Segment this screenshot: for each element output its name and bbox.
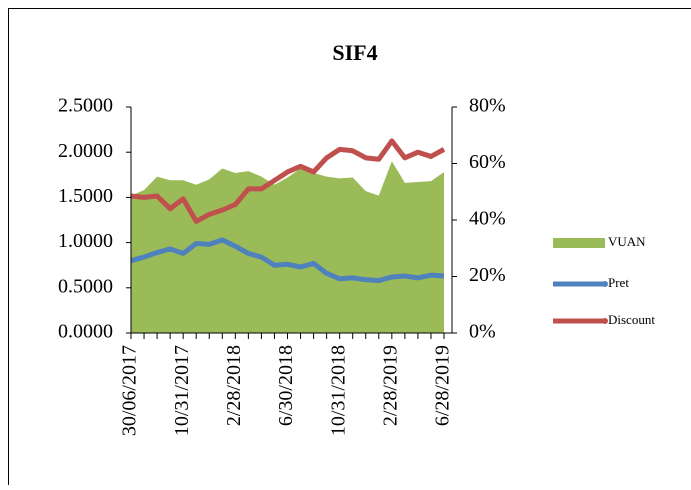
y-tick-label: 1.5000 (58, 185, 113, 207)
y2-tick-label: 40% (469, 208, 506, 230)
legend-label: VUAN (608, 234, 646, 249)
y-tick-label: 1.0000 (58, 230, 113, 252)
x-tick-label: 10/31/2017 (171, 345, 193, 436)
x-tick-label: 2/28/2019 (379, 345, 401, 426)
legend-swatch (553, 238, 605, 248)
y-tick-label: 0.0000 (58, 321, 113, 343)
y2-tick-label: 0% (469, 321, 496, 343)
y-tick-label: 2.0000 (58, 140, 113, 162)
y2-tick-label: 60% (469, 151, 506, 173)
area (131, 161, 444, 333)
x-tick-label: 6/30/2018 (275, 345, 297, 426)
y-tick-label: 0.5000 (58, 275, 113, 297)
legend-label: Pret (608, 275, 629, 290)
y-tick-label: 2.5000 (58, 95, 113, 117)
x-tick-label: 6/28/2019 (432, 345, 454, 426)
x-tick-label: 10/31/2018 (327, 345, 349, 436)
chart-title: SIF4 (332, 40, 377, 65)
legend-label: Discount (608, 312, 655, 327)
x-tick-label: 2/28/2018 (223, 345, 245, 426)
y2-tick-label: 20% (469, 264, 506, 286)
y2-tick-label: 80% (469, 95, 506, 117)
x-tick-label: 30/06/2017 (119, 345, 141, 436)
